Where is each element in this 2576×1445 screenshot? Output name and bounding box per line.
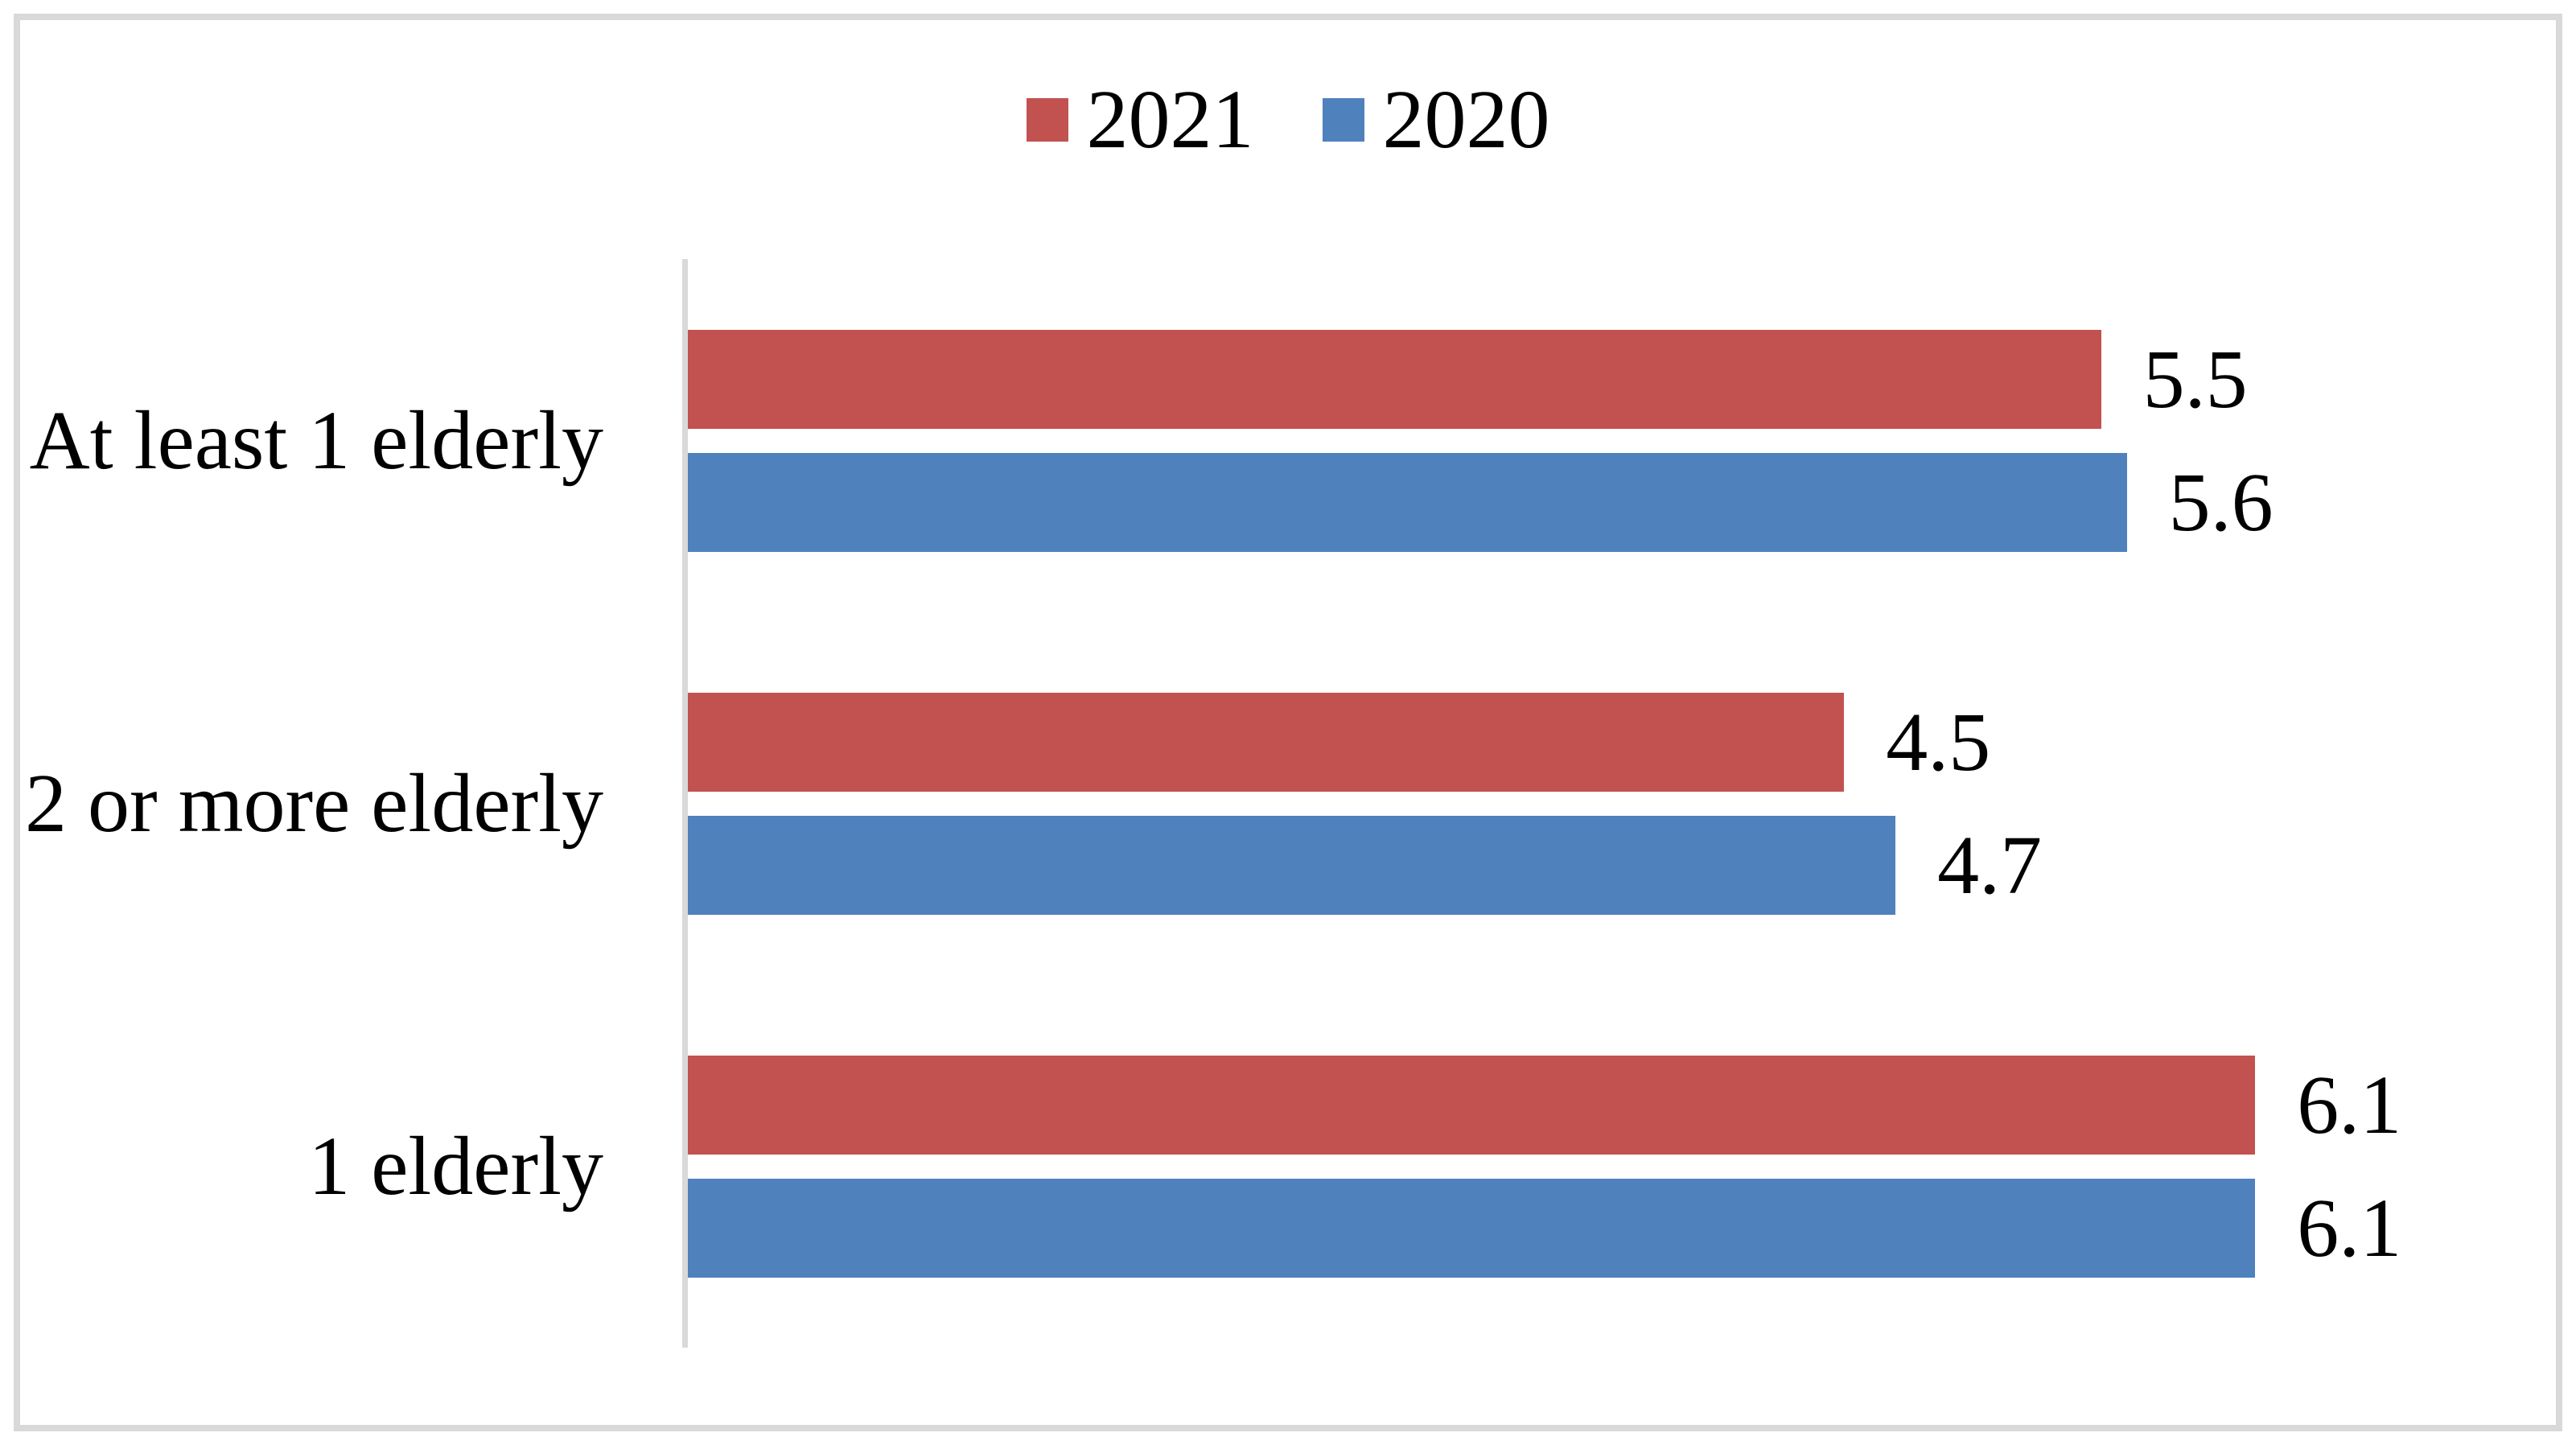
legend-swatch-2020: [1322, 98, 1364, 142]
value-label-2020-1-elderly: 6.1: [2297, 1181, 2402, 1274]
category-label-2-or-more-elderly: 2 or more elderly: [24, 757, 603, 850]
bar-row: 4.7: [688, 816, 2556, 915]
bar-row: 5.6: [688, 453, 2556, 552]
bar-2020-at-least-1-elderly: [688, 453, 2127, 552]
legend-swatch-2021: [1026, 98, 1068, 142]
bar-row: 6.1: [688, 1056, 2556, 1155]
legend-item-2021: 2021: [1026, 73, 1254, 166]
legend-label-2021: 2021: [1086, 73, 1254, 166]
value-label-2020-at-least-1-elderly: 5.6: [2168, 455, 2274, 549]
legend-label-2020: 2020: [1382, 73, 1550, 166]
bar-2020-1-elderly: [688, 1179, 2256, 1278]
value-label-2021-2-or-more-elderly: 4.5: [1886, 695, 1991, 788]
category-label-at-least-1-elderly: At least 1 elderly: [29, 394, 603, 487]
bar-2021-at-least-1-elderly: [688, 330, 2101, 429]
legend: 2021 2020: [20, 72, 2556, 168]
value-label-2021-1-elderly: 6.1: [2297, 1058, 2402, 1151]
bar-2021-1-elderly: [688, 1056, 2256, 1155]
bar-row: 5.5: [688, 330, 2556, 429]
category-label-1-elderly: 1 elderly: [308, 1120, 603, 1212]
legend-item-2020: 2020: [1322, 73, 1550, 166]
bar-2020-2-or-more-elderly: [688, 816, 1896, 915]
bar-group-1-elderly: 6.1 6.1: [682, 985, 2556, 1348]
value-label-2021-at-least-1-elderly: 5.5: [2142, 332, 2248, 426]
chart-frame: 2021 2020 At least 1 elderly 5.5 5.6: [14, 14, 2562, 1431]
bar-row: 6.1: [688, 1179, 2556, 1278]
bar-row: 4.5: [688, 693, 2556, 792]
value-label-2020-2-or-more-elderly: 4.7: [1937, 818, 2043, 912]
plot-area: At least 1 elderly 5.5 5.6 2 or more eld…: [20, 259, 2556, 1348]
bar-group-2-or-more-elderly: 4.5 4.7: [682, 622, 2556, 985]
bar-group-at-least-1-elderly: 5.5 5.6: [682, 259, 2556, 622]
bar-2021-2-or-more-elderly: [688, 693, 1845, 792]
